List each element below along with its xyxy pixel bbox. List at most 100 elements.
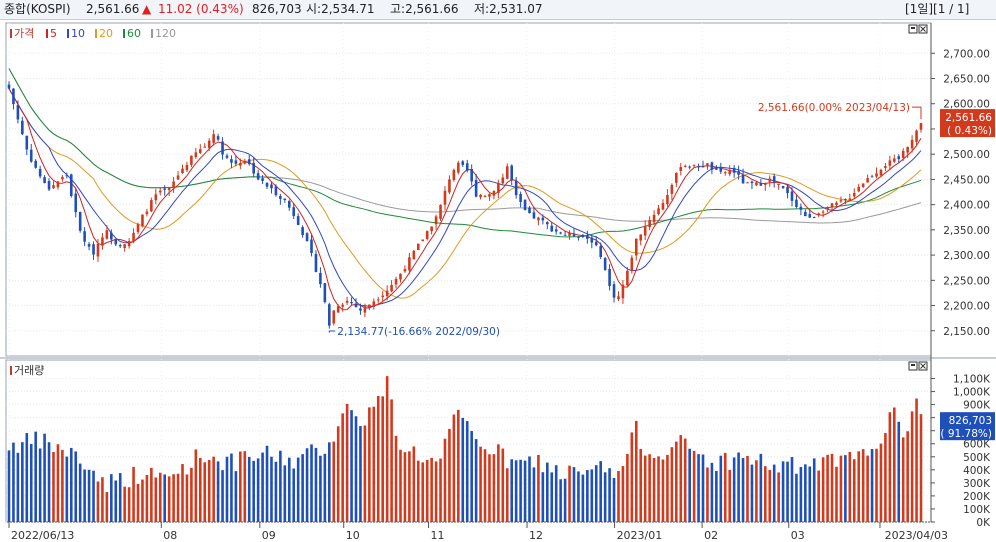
volume-bar	[425, 459, 429, 522]
candle-body	[461, 161, 465, 165]
candle-body	[74, 193, 78, 213]
candle-body	[198, 149, 202, 153]
candle-body	[550, 225, 554, 232]
volume-bar	[884, 433, 887, 522]
candle-body	[141, 214, 144, 227]
candle-body	[497, 183, 500, 194]
volume-bar	[198, 457, 202, 522]
volume-bar	[879, 443, 883, 522]
candle-body	[590, 237, 594, 243]
volume-bar	[225, 456, 229, 522]
volume-bar	[546, 462, 549, 522]
candle-body	[181, 168, 184, 174]
x-tick-label: 2023/01	[617, 529, 663, 542]
candle-body	[848, 198, 852, 201]
volume-panel-close-icon[interactable]	[918, 361, 928, 371]
candle-body	[127, 241, 131, 247]
candle-body	[61, 176, 64, 180]
volume-bar	[314, 447, 318, 522]
volume-bar	[715, 470, 718, 522]
candle-body	[581, 234, 585, 237]
candle-body	[29, 149, 33, 162]
volume-panel-restore-icon[interactable]	[908, 361, 918, 371]
volume-bar	[439, 458, 442, 522]
volume-bar	[185, 474, 189, 522]
volume-tick-label: 1,000K	[953, 387, 991, 399]
candle-body	[546, 222, 549, 225]
price-panel-restore-icon[interactable]	[908, 24, 918, 34]
volume-bar	[38, 448, 42, 522]
candle-body	[354, 303, 358, 307]
volume-bar	[96, 481, 100, 522]
volume-bar	[572, 467, 576, 522]
price-tick-label: 2,400.00	[943, 200, 990, 212]
candle-body	[835, 202, 838, 206]
volume-bar	[61, 449, 64, 522]
volume-bar	[852, 459, 856, 522]
candle-body	[381, 295, 384, 298]
volume-bar	[679, 435, 683, 522]
candle-body	[114, 239, 118, 245]
volume-bar	[719, 455, 723, 522]
volume-bar	[74, 451, 78, 522]
volume-bar	[861, 449, 865, 522]
volume-bar	[457, 409, 460, 522]
volume-bar	[692, 450, 696, 522]
candle-body	[479, 194, 482, 198]
candle-body	[167, 187, 171, 191]
legend-label: 60	[127, 27, 141, 40]
volume-bar	[590, 469, 594, 522]
volume-bar	[274, 461, 278, 522]
candle-body	[884, 166, 887, 169]
volume-bar	[412, 446, 416, 522]
candle-body	[875, 173, 878, 177]
price-panel-close-icon[interactable]	[918, 24, 928, 34]
candle-body	[87, 244, 91, 247]
candle-body	[416, 243, 420, 251]
low-annotation: 2,134.77(-16.66% 2022/09/30)	[337, 326, 500, 338]
volume-bar	[728, 469, 732, 522]
volume-bar	[844, 455, 847, 522]
volume-tick-label: 900K	[963, 400, 991, 412]
legend-swatch	[46, 29, 48, 38]
high-annotation-arrow	[912, 106, 922, 120]
volume-bar	[661, 459, 665, 522]
volume-bar	[372, 406, 376, 522]
candle-body	[123, 244, 126, 248]
candle-body	[755, 182, 758, 186]
candle-body	[821, 211, 825, 213]
stock-chart[interactable]: 2,700.002,650.002,600.002,550.002,500.00…	[0, 20, 996, 542]
volume-bar	[759, 453, 763, 522]
volume-bar	[532, 467, 536, 522]
legend-label: 20	[99, 27, 113, 40]
volume-bar	[443, 438, 447, 522]
candle-body	[870, 176, 874, 178]
candle-body	[599, 246, 602, 257]
legend-swatch	[95, 29, 97, 38]
candle-body	[723, 172, 727, 174]
volume-bar	[741, 458, 745, 522]
legend-label: 10	[71, 27, 85, 40]
volume-bar	[399, 449, 402, 522]
volume-bar	[537, 454, 540, 522]
period-indicator[interactable]: [1일][1 / 1]	[905, 2, 970, 16]
candle-body	[675, 172, 678, 183]
high-price: 고:2,561.66	[390, 2, 459, 16]
volume-bar	[158, 472, 162, 522]
volume-bar	[808, 466, 812, 522]
volume-tick-label: 0K	[976, 517, 991, 529]
candle-body	[586, 235, 589, 239]
volume-bar	[270, 456, 273, 522]
candle-body	[594, 241, 598, 246]
last-price-box	[940, 109, 995, 138]
candle-body	[390, 284, 393, 292]
volume-bar	[212, 456, 215, 522]
candle-body	[403, 269, 407, 272]
volume-bar	[345, 403, 349, 522]
volume-bar	[901, 437, 905, 522]
volume-bar	[915, 398, 918, 522]
up-arrow-icon: ▲	[142, 2, 152, 16]
low-annotation-arrow	[328, 330, 336, 333]
candle-body	[710, 162, 714, 170]
candle-body	[305, 233, 309, 242]
